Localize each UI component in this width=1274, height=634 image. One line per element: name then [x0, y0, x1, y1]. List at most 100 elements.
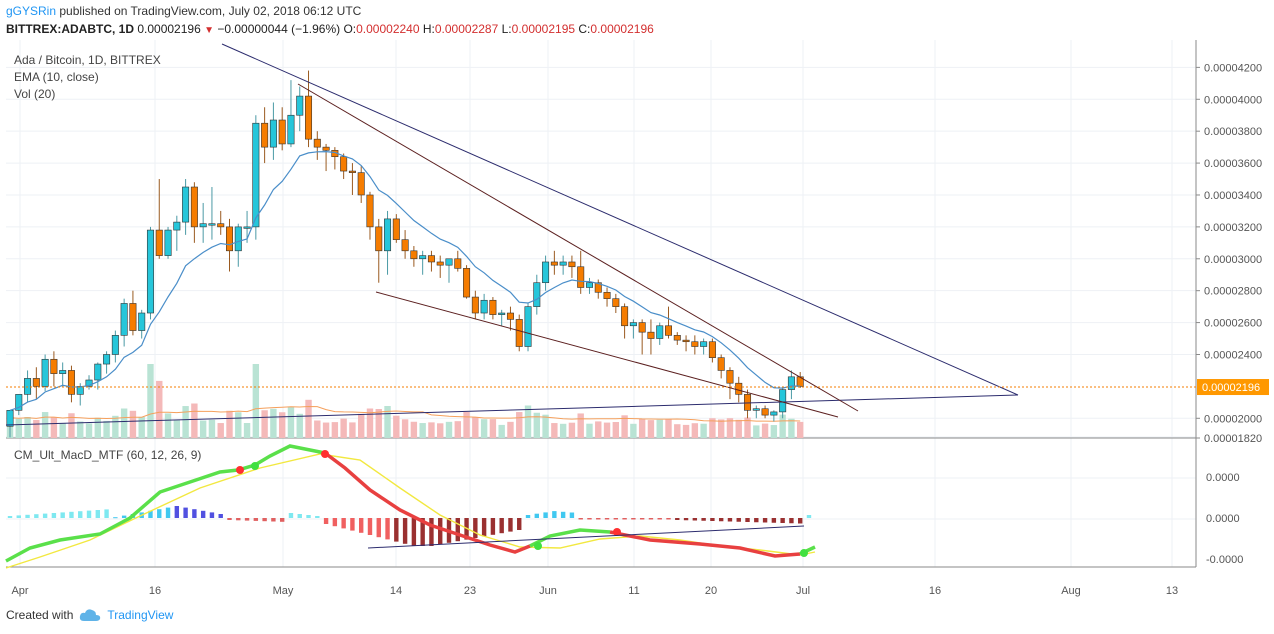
candle	[287, 80, 295, 148]
macd-histogram-bar	[789, 518, 794, 524]
volume-bar	[112, 415, 119, 438]
volume-bar	[375, 409, 382, 438]
candle-body	[454, 258, 462, 269]
candle-body	[700, 341, 708, 347]
macd-histogram-bar	[508, 518, 513, 532]
volume-bar	[489, 419, 497, 438]
volume-bar	[156, 380, 163, 438]
macd-histogram-bar	[121, 515, 127, 518]
volume-bar	[129, 410, 137, 438]
macd-histogram-bar	[455, 518, 460, 542]
candle-body	[594, 282, 602, 293]
macd-histogram-bar	[692, 518, 698, 521]
axes: 0.00004200 0.00004000 0.00003800 0.00003600…	[11, 62, 1269, 597]
macd-histogram-bar	[420, 518, 425, 546]
candle-body	[524, 306, 532, 347]
macd-histogram-bar	[113, 517, 118, 519]
candle-body	[252, 122, 260, 228]
volume-bar	[287, 406, 295, 438]
volume-bar	[524, 405, 532, 438]
volume-bar	[305, 399, 312, 438]
candle	[445, 258, 453, 283]
candle	[603, 287, 611, 307]
time-axis-label: 13	[1166, 585, 1178, 597]
macd-histogram-bar	[25, 514, 30, 518]
candle	[173, 215, 181, 251]
macd-trendline	[367, 525, 805, 549]
volume-bar	[410, 421, 418, 438]
candle-body	[67, 370, 75, 395]
volume-bar	[516, 412, 523, 438]
macd-histogram-bar	[622, 518, 627, 520]
candle	[375, 218, 383, 283]
candle	[41, 354, 49, 392]
candle-body	[787, 376, 795, 390]
volume-bar	[788, 418, 795, 438]
trendline-upper	[221, 43, 1019, 396]
candle	[752, 405, 760, 419]
macd-histogram-bar	[736, 518, 741, 522]
wedge-upper	[297, 83, 859, 412]
candle-body	[182, 186, 190, 223]
macd-line-rising	[529, 528, 611, 548]
volume-bar	[33, 420, 40, 438]
tradingview-brand[interactable]: TradingView	[107, 608, 174, 622]
candle	[164, 226, 172, 259]
price-axis-label: 0.00002000	[1204, 413, 1262, 425]
volume-bar	[191, 403, 198, 438]
volume-bar	[226, 410, 233, 438]
publish-info: published on TradingView.com, July 02, 2…	[59, 4, 362, 18]
candle-body	[15, 394, 23, 411]
volume-bar	[551, 423, 558, 438]
macd-histogram-bar	[718, 518, 724, 522]
volume-bar	[797, 421, 804, 438]
candle	[761, 405, 769, 419]
candle	[199, 202, 207, 243]
candle	[410, 246, 418, 267]
tradingview-cloud-icon	[80, 609, 101, 621]
chart-canvas[interactable]: 0.00004200 0.00004000 0.00003800 0.00003600…	[0, 40, 1274, 602]
macd-histogram-bar	[806, 515, 812, 518]
macd-histogram-bar	[209, 512, 215, 518]
time-axis-label: Jun	[539, 585, 557, 597]
volume-bar	[665, 419, 672, 438]
candle	[708, 338, 716, 363]
candle	[366, 191, 374, 240]
volume-bar	[208, 419, 216, 438]
volume-bar	[235, 412, 242, 438]
candle-body	[269, 119, 277, 148]
time-axis-label: 16	[929, 585, 941, 597]
macd-histogram-bar	[648, 518, 654, 520]
macd-histogram-bar	[367, 518, 373, 535]
macd-histogram-bar	[710, 518, 715, 521]
candle	[647, 319, 655, 355]
candle	[6, 410, 14, 438]
macd-histogram-bar	[604, 518, 610, 520]
candle	[305, 70, 313, 148]
high-label: H:	[422, 22, 435, 36]
volume-bar	[278, 412, 286, 438]
macd-histogram-bar	[218, 514, 223, 518]
candle-body	[313, 138, 321, 148]
candle-body	[735, 382, 743, 395]
macd-histogram-bar	[148, 510, 153, 518]
volume-bar	[182, 406, 189, 438]
volume-bar	[252, 364, 260, 438]
time-axis-label: 23	[464, 585, 476, 597]
macd-histogram-bar	[543, 512, 548, 518]
publisher-username[interactable]: gGYSRin	[6, 4, 57, 18]
macd-histogram-bar	[683, 518, 689, 521]
macd-line-rising	[5, 444, 326, 563]
candle-body	[436, 261, 444, 266]
macd-histogram-bar	[253, 518, 259, 521]
time-axis-label: 11	[628, 585, 639, 597]
macd-histogram-bar	[525, 515, 531, 518]
candle-body	[542, 261, 550, 284]
macd-histogram-bar	[51, 513, 57, 518]
candle	[629, 319, 637, 339]
macd-cross-marker	[613, 528, 621, 536]
candle-body	[190, 186, 198, 228]
volume-bar	[533, 412, 540, 438]
candle-body	[392, 218, 400, 240]
macd-histogram-bar	[499, 518, 504, 534]
